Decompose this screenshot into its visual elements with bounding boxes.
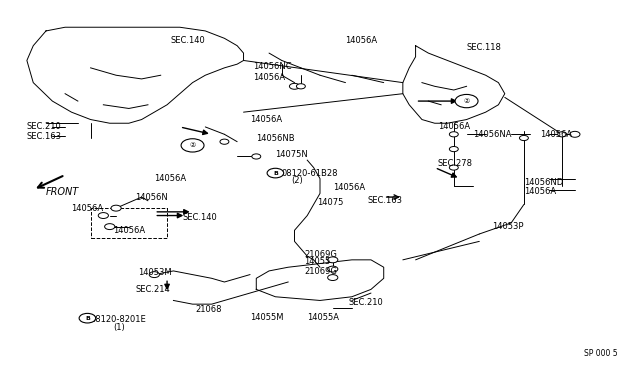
- Text: 14056N: 14056N: [135, 193, 168, 202]
- Text: 14056A: 14056A: [524, 187, 556, 196]
- Text: B: B: [273, 171, 278, 176]
- Text: SEC.210: SEC.210: [27, 122, 61, 131]
- Circle shape: [220, 139, 229, 144]
- Text: 21068: 21068: [196, 305, 222, 314]
- Text: ②: ②: [189, 142, 196, 148]
- Text: SEC.163: SEC.163: [368, 196, 403, 205]
- Text: 14056A: 14056A: [438, 122, 470, 131]
- Text: 14055M: 14055M: [250, 312, 284, 321]
- Circle shape: [449, 165, 458, 170]
- Text: 14055: 14055: [304, 257, 330, 266]
- Text: SP 000 5: SP 000 5: [584, 350, 618, 359]
- Text: (1): (1): [113, 323, 125, 331]
- Circle shape: [104, 224, 115, 230]
- Circle shape: [99, 212, 108, 218]
- Text: B: B: [85, 316, 90, 321]
- Text: SEC.118: SEC.118: [467, 43, 501, 52]
- Text: B: B: [275, 169, 280, 175]
- Text: 21069G: 21069G: [304, 267, 337, 276]
- Text: SEC.140: SEC.140: [170, 36, 205, 45]
- Text: SEC.163: SEC.163: [27, 132, 62, 141]
- Circle shape: [570, 131, 580, 137]
- Text: 08120-8201E: 08120-8201E: [91, 315, 147, 324]
- Text: 08120-61B28: 08120-61B28: [282, 169, 339, 177]
- Text: 14053P: 14053P: [492, 222, 524, 231]
- Text: 14075: 14075: [317, 198, 343, 207]
- Text: 14056A: 14056A: [333, 183, 365, 192]
- Text: 14055A: 14055A: [307, 312, 339, 321]
- Text: 21069G: 21069G: [304, 250, 337, 259]
- Text: 14056NA: 14056NA: [473, 130, 511, 139]
- Circle shape: [149, 272, 159, 278]
- Circle shape: [455, 94, 478, 108]
- Text: 14056A: 14056A: [72, 203, 104, 213]
- Text: 14056A: 14056A: [346, 36, 378, 45]
- Text: 14056A: 14056A: [250, 115, 282, 124]
- Circle shape: [296, 84, 305, 89]
- Text: SEC.278: SEC.278: [438, 159, 473, 169]
- Text: SEC.214: SEC.214: [135, 285, 170, 294]
- Text: 14056A: 14056A: [113, 226, 145, 235]
- Text: 14056NC: 14056NC: [253, 61, 292, 71]
- Circle shape: [449, 147, 458, 152]
- Circle shape: [111, 205, 121, 211]
- Text: SEC.210: SEC.210: [349, 298, 383, 307]
- Text: 14075N: 14075N: [275, 150, 308, 159]
- Circle shape: [267, 168, 284, 178]
- Text: 14056A: 14056A: [253, 73, 285, 81]
- Text: (2): (2): [291, 176, 303, 185]
- Text: FRONT: FRONT: [46, 186, 79, 196]
- Circle shape: [328, 257, 338, 263]
- Circle shape: [328, 266, 338, 272]
- Circle shape: [557, 132, 566, 137]
- Text: B: B: [88, 315, 92, 321]
- Circle shape: [181, 139, 204, 152]
- Text: 14053M: 14053M: [138, 268, 172, 277]
- Text: ②: ②: [463, 98, 470, 104]
- Text: SEC.140: SEC.140: [183, 213, 218, 222]
- Text: 14056A: 14056A: [154, 174, 186, 183]
- Circle shape: [520, 135, 529, 141]
- Circle shape: [289, 83, 300, 89]
- Circle shape: [252, 154, 260, 159]
- Circle shape: [328, 275, 338, 280]
- Circle shape: [79, 313, 96, 323]
- Text: 14056A: 14056A: [540, 130, 572, 139]
- Text: 14056ND: 14056ND: [524, 178, 563, 187]
- Circle shape: [449, 132, 458, 137]
- Text: 14056NB: 14056NB: [256, 134, 295, 142]
